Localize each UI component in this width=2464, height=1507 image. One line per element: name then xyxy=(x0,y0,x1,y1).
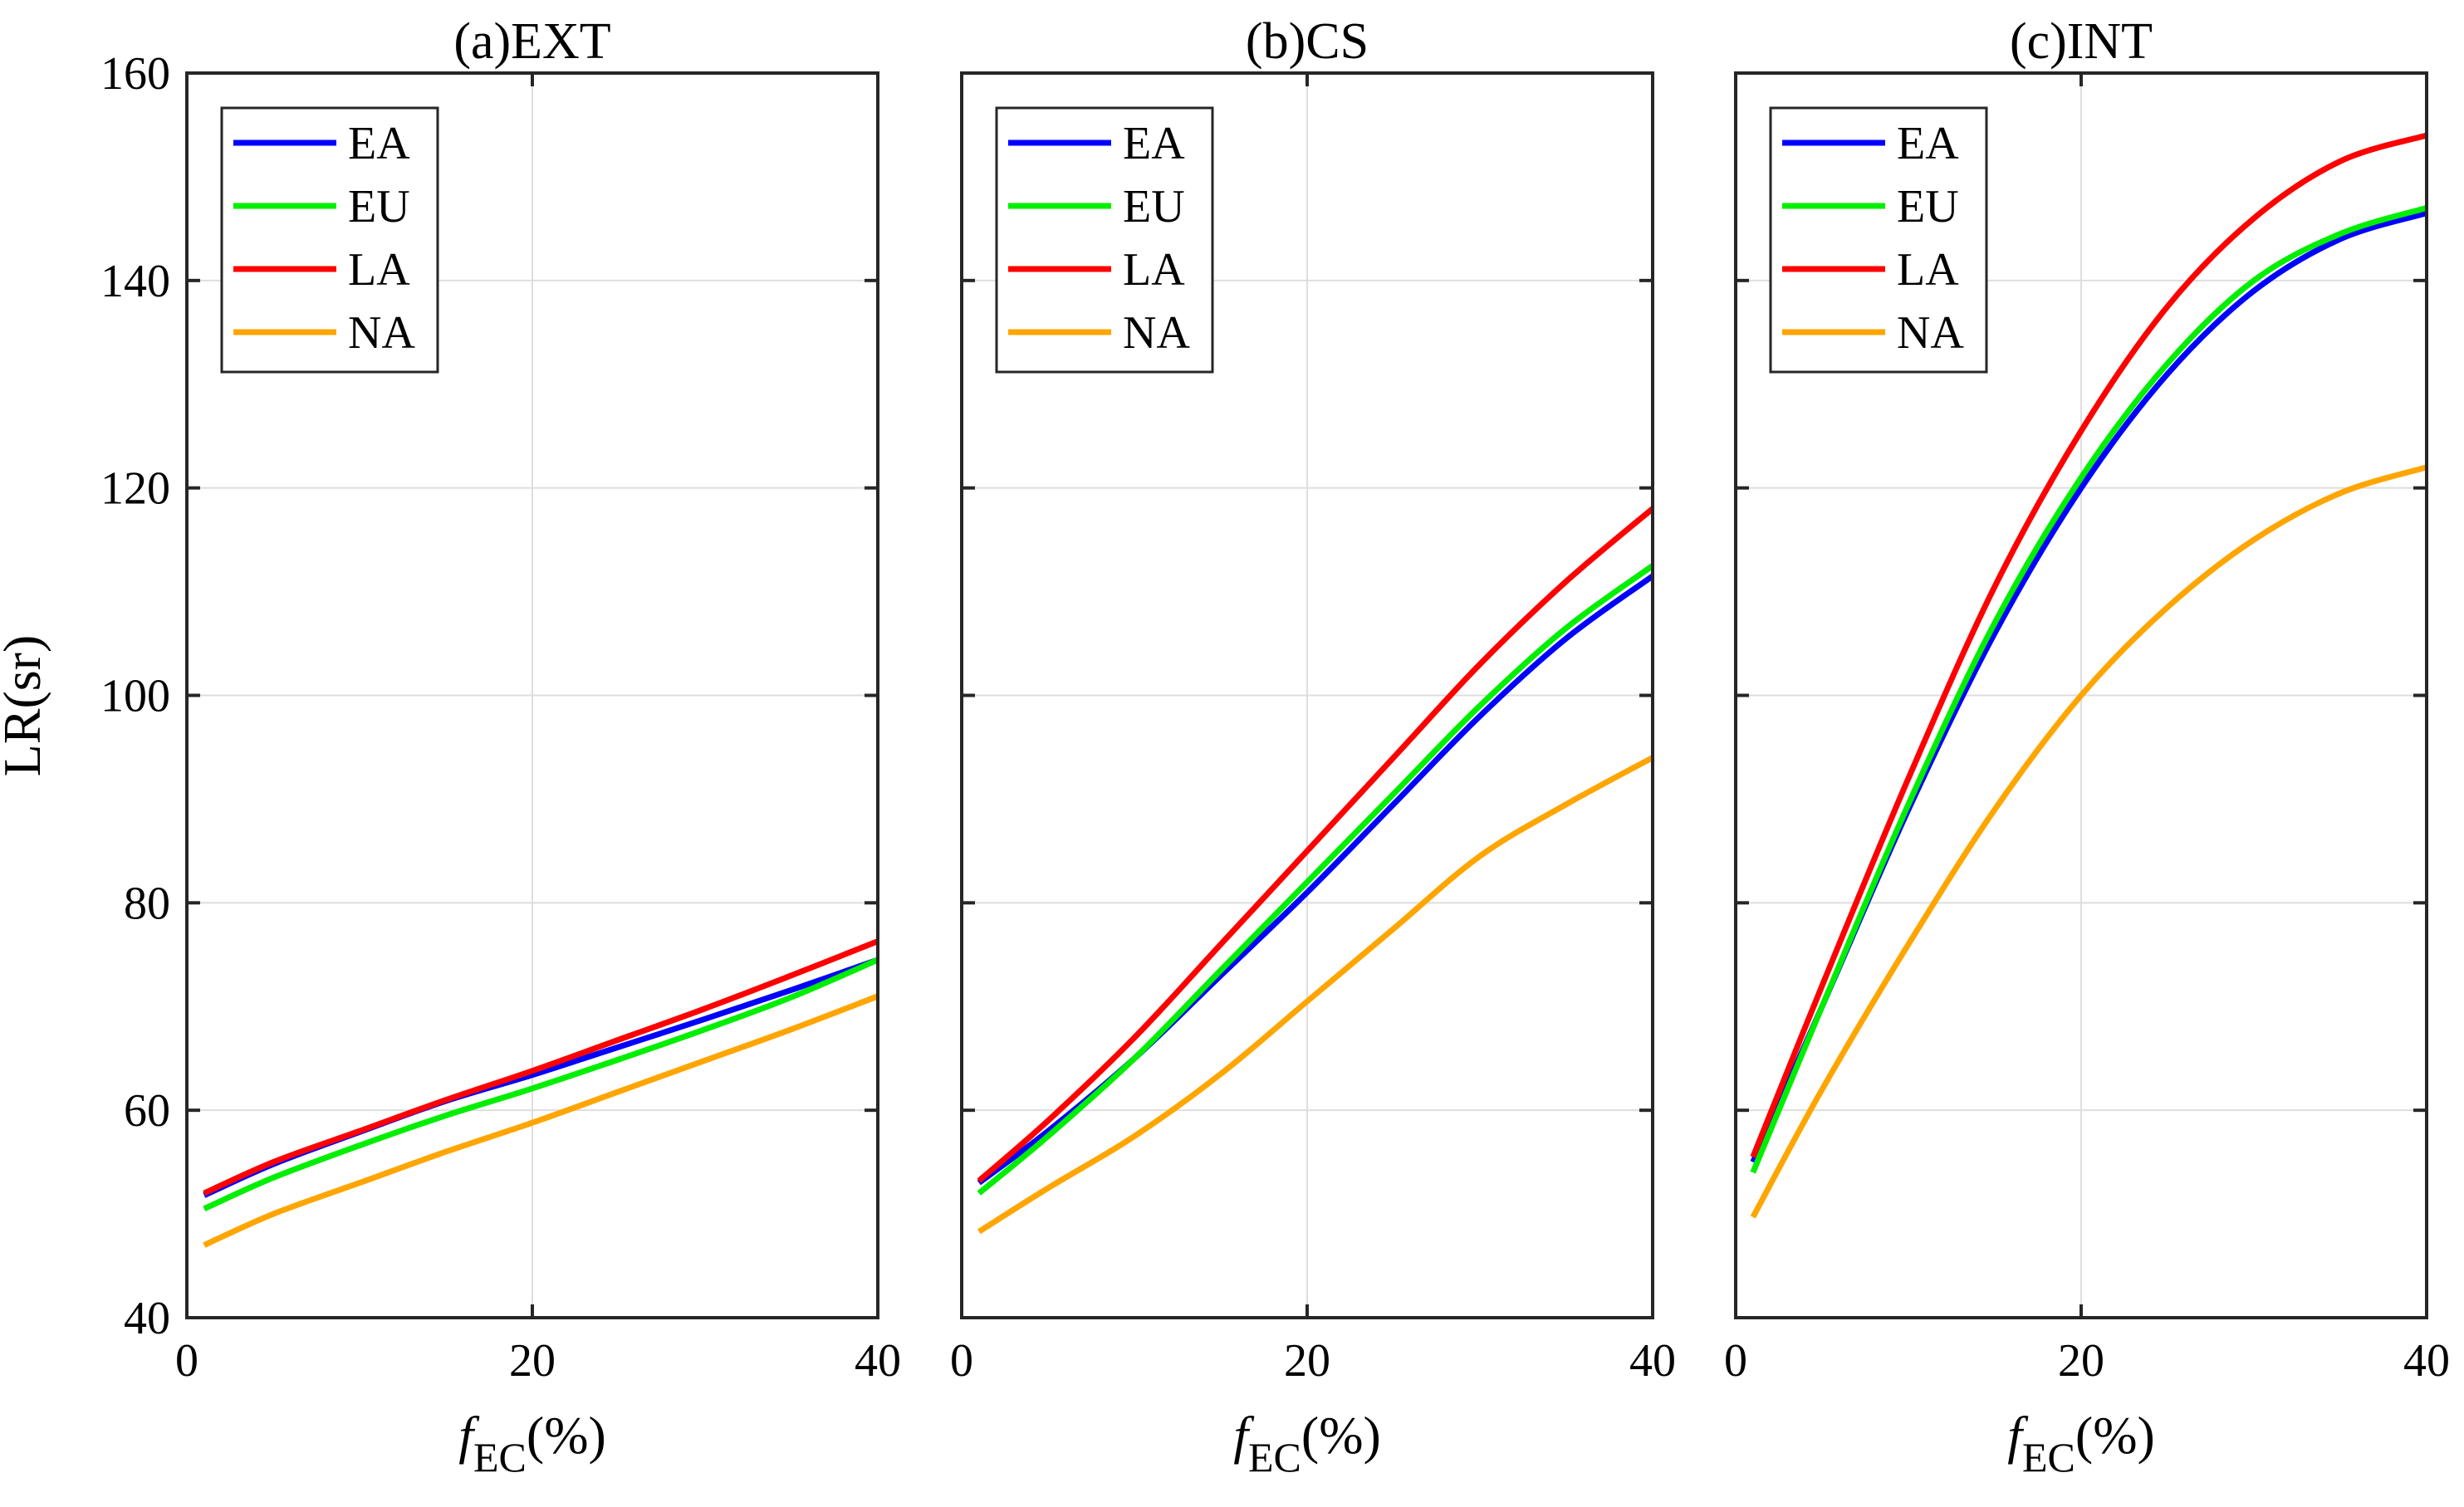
x-axis-label-sub: EC xyxy=(473,1434,527,1480)
x-tick-label: 20 xyxy=(509,1335,556,1387)
legend-label-la: LA xyxy=(1123,244,1185,296)
x-axis-label: fEC(%) xyxy=(1233,1406,1381,1480)
legend: EA EU LA NA xyxy=(220,106,439,374)
panels: 40 60 80 100 120 140 160 0 20 40 (a)EXT EA EU LA NA 0 20… xyxy=(100,13,2450,1387)
series-line-eu xyxy=(977,563,1655,1196)
legend-box xyxy=(220,106,439,374)
x-axis-label-unit: (%) xyxy=(2075,1406,2155,1465)
legend: EA EU LA NA xyxy=(1769,106,1988,374)
series-line-na xyxy=(203,993,879,1248)
y-tick-label: 80 xyxy=(124,878,170,929)
x-axis-label-sub: EC xyxy=(1248,1434,1301,1480)
x-axis-label-sub: EC xyxy=(2022,1434,2075,1480)
series-line-la xyxy=(203,938,879,1196)
x-tick-label: 40 xyxy=(855,1335,901,1387)
panel-3: 0 20 40 (c)INT EA EU LA NA xyxy=(1724,13,2450,1387)
legend: EA EU LA NA xyxy=(995,106,1214,374)
x-tick-label: 20 xyxy=(2058,1335,2104,1387)
y-tick-label: 40 xyxy=(124,1293,170,1344)
y-tick-label: 60 xyxy=(124,1085,170,1137)
panel-title: (c)INT xyxy=(2010,13,2153,70)
y-tick-label: 120 xyxy=(100,463,170,515)
legend-label-na: NA xyxy=(1897,307,1964,359)
legend-label-ea: EA xyxy=(348,118,410,169)
panel-title: (b)CS xyxy=(1246,13,1369,70)
x-tick-label: 0 xyxy=(1724,1335,1747,1387)
legend-label-ea: EA xyxy=(1123,118,1185,169)
series-line-la xyxy=(977,506,1655,1183)
x-axis-label: fEC(%) xyxy=(2007,1406,2155,1480)
x-tick-label: 40 xyxy=(1629,1335,1676,1387)
y-tick-label: 100 xyxy=(100,671,170,722)
y-tick-label: 140 xyxy=(100,256,170,307)
series-line-eu xyxy=(1750,205,2428,1174)
legend-label-eu: EU xyxy=(1123,181,1185,232)
legend-label-na: NA xyxy=(348,307,415,359)
x-axis-label: fEC(%) xyxy=(458,1406,606,1480)
y-axis-label: LR(sr) xyxy=(0,635,51,777)
legend-label-eu: EU xyxy=(348,181,410,232)
panel-1: 40 60 80 100 120 140 160 0 20 40 (a)EXT EA EU LA NA xyxy=(100,13,901,1387)
x-axis-label-unit: (%) xyxy=(527,1406,606,1465)
panel-title: (a)EXT xyxy=(453,13,610,70)
y-tick-label: 160 xyxy=(100,48,170,100)
x-tick-label: 20 xyxy=(1284,1335,1330,1387)
legend-box xyxy=(1769,106,1988,374)
legend-label-la: LA xyxy=(1897,244,1959,296)
legend-box xyxy=(995,106,1214,374)
x-axis-labels: fEC(%) fEC(%) fEC(%) xyxy=(458,1406,2155,1480)
series-line-na xyxy=(1750,464,2428,1219)
legend-label-ea: EA xyxy=(1897,118,1959,169)
x-tick-label: 0 xyxy=(175,1335,198,1387)
series-line-na xyxy=(977,755,1654,1235)
x-axis-label-unit: (%) xyxy=(1301,1406,1381,1465)
legend-label-la: LA xyxy=(348,244,410,296)
series-line-la xyxy=(1750,132,2428,1158)
x-tick-label: 40 xyxy=(2403,1335,2450,1387)
series-line-eu xyxy=(203,957,879,1211)
legend-label-eu: EU xyxy=(1897,181,1959,232)
panel-2: 0 20 40 (b)CS EA EU LA NA xyxy=(950,13,1676,1387)
x-tick-label: 0 xyxy=(950,1335,973,1387)
legend-label-na: NA xyxy=(1123,307,1190,359)
